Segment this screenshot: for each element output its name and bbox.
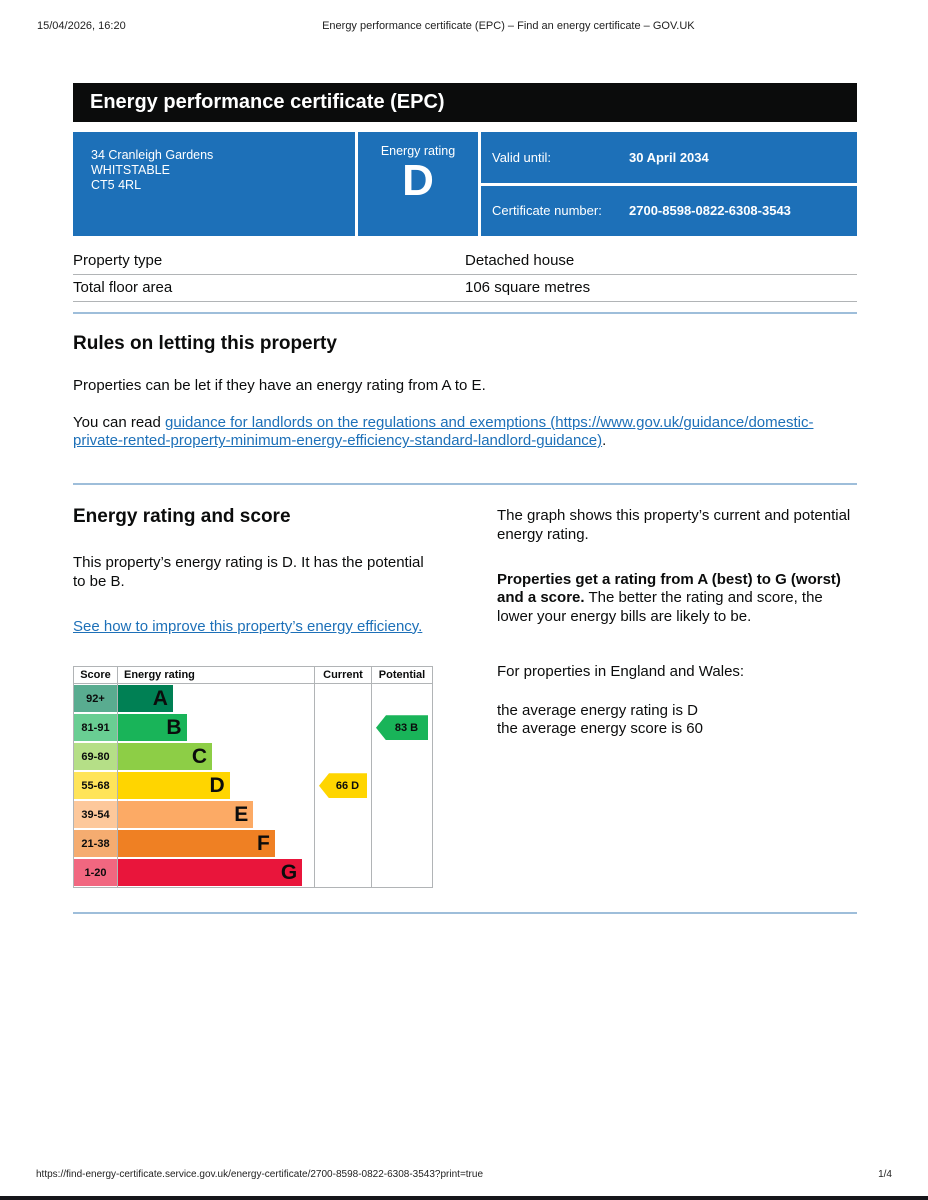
improve-efficiency-link[interactable]: See how to improve this property’s energ…	[73, 617, 423, 635]
band-score-cell: 1-20	[74, 859, 117, 887]
print-footer-url: https://find-energy-certificate.service.…	[36, 1169, 484, 1180]
letting-guidance-prefix: You can read	[73, 413, 166, 431]
epc-banner: Energy performance certificate (EPC)	[73, 83, 857, 122]
table-row-floor-area: Total floor area 106 square metres	[73, 275, 857, 302]
print-header-title: Energy performance certificate (EPC) – F…	[322, 20, 695, 32]
certificate-number-value: 2700-8598-0822-6308-3543	[629, 203, 791, 219]
band-bar: E	[118, 801, 254, 829]
rating-explanation-rest: The better the rating and score, the low…	[497, 589, 823, 626]
band-score-cell: 21-38	[74, 830, 117, 858]
chart-header-current: Current	[314, 667, 371, 684]
valid-until-row: Valid until: 30 April 2034	[481, 132, 857, 183]
band-score-cell: 92+	[74, 685, 117, 713]
potential-rating-column: 83 B	[371, 684, 432, 888]
letting-guidance-suffix: .	[602, 432, 607, 450]
epc-band-f: 21-38 F	[74, 829, 314, 859]
letting-rules-paragraph: Properties can be let if they have an en…	[73, 376, 486, 394]
rating-bands: 92+ A 81-91 B 69-80 C 55-68	[74, 684, 314, 888]
address-line-3: CT5 4RL	[91, 178, 142, 192]
section-divider	[73, 912, 857, 915]
band-bar: A	[118, 685, 173, 713]
epc-banner-title: Energy performance certificate (EPC)	[90, 91, 445, 113]
certificate-number-label: Certificate number:	[492, 203, 602, 219]
print-footer-page-number: 1/4	[878, 1169, 892, 1180]
window-bottom-edge	[0, 1196, 928, 1200]
energy-rating-letter: D	[402, 156, 434, 205]
average-score-line: the average energy score is 60	[497, 720, 703, 738]
landlord-guidance-link[interactable]: guidance for landlords on the regulation…	[73, 413, 814, 450]
rating-explanation: Properties get a rating from A (best) to…	[497, 571, 857, 627]
rating-summary-paragraph: This property’s energy rating is D. It h…	[73, 554, 424, 590]
floor-area-label: Total floor area	[73, 279, 173, 296]
letting-rules-heading: Rules on letting this property	[73, 333, 337, 354]
average-rating-line: the average energy rating is D	[497, 701, 698, 719]
band-bar: C	[118, 743, 213, 771]
print-header: 15/04/2026, 16:20 Energy performance cer…	[37, 20, 891, 32]
rating-left-column: Energy rating and score This property’s …	[73, 501, 433, 889]
address-line-1: 34 Cranleigh Gardens	[91, 148, 214, 162]
valid-until-label: Valid until:	[492, 149, 552, 165]
energy-rating-section: Energy rating and score This property’s …	[73, 501, 857, 889]
current-rating-marker: 66 D	[319, 773, 367, 799]
current-rating-column: 66 D	[314, 684, 371, 888]
property-address: 34 Cranleigh Gardens WHITSTABLE CT5 4RL	[73, 132, 355, 236]
certificate-number-row: Certificate number: 2700-8598-0822-6308-…	[481, 185, 857, 236]
epc-band-a: 92+ A	[74, 684, 314, 714]
rating-section-heading: Energy rating and score	[73, 506, 291, 528]
property-type-label: Property type	[73, 252, 163, 269]
band-score-cell: 81-91	[74, 714, 117, 742]
band-bar: B	[118, 714, 187, 742]
band-score-cell: 69-80	[74, 743, 117, 771]
table-row-property-type: Property type Detached house	[73, 248, 857, 275]
certificate-summary-box: 34 Cranleigh Gardens WHITSTABLE CT5 4RL …	[73, 132, 857, 236]
rating-explanation-bold: Properties get a rating from A (best) to…	[497, 570, 841, 607]
epc-band-e: 39-54 E	[74, 800, 314, 830]
chart-header-energy-rating: Energy rating	[117, 667, 314, 684]
band-score-cell: 55-68	[74, 772, 117, 800]
energy-rating-badge: Energy rating D	[358, 132, 478, 236]
band-bar: D	[118, 772, 230, 800]
section-divider	[73, 483, 857, 486]
chart-body: 92+ A 81-91 B 69-80 C 55-68	[74, 684, 432, 888]
graph-description: The graph shows this property’s current …	[497, 507, 851, 543]
energy-rating-label: Energy rating	[380, 144, 456, 158]
averages-paragraph: the average energy rating is D the avera…	[497, 702, 857, 740]
valid-until-value: 30 April 2034	[629, 149, 709, 165]
epc-band-g: 1-20 G	[74, 858, 314, 888]
floor-area-value: 106 square metres	[465, 279, 591, 296]
england-wales-note: For properties in England and Wales:	[497, 662, 745, 680]
epc-band-d: 55-68 D	[74, 771, 314, 801]
band-score-cell: 39-54	[74, 801, 117, 829]
epc-rating-chart: Score Energy rating Current Potential 92…	[73, 666, 433, 889]
property-type-value: Detached house	[465, 252, 575, 269]
band-bar: G	[118, 859, 303, 887]
certificate-page: Energy performance certificate (EPC) 34 …	[73, 83, 857, 915]
potential-rating-marker: 83 B	[376, 715, 428, 741]
band-bar: F	[118, 830, 275, 858]
print-header-datetime: 15/04/2026, 16:20	[37, 20, 126, 32]
chart-header-potential: Potential	[371, 667, 432, 684]
rating-right-column: The graph shows this property’s current …	[497, 501, 857, 888]
certificate-meta: Valid until: 30 April 2034 Certificate n…	[481, 132, 857, 236]
section-divider	[73, 312, 857, 314]
epc-band-b: 81-91 B	[74, 713, 314, 743]
chart-header: Score Energy rating Current Potential	[74, 667, 432, 685]
epc-band-c: 69-80 C	[74, 742, 314, 772]
print-footer: https://find-energy-certificate.service.…	[36, 1169, 892, 1180]
letting-guidance-paragraph: You can read guidance for landlords on t…	[73, 414, 857, 452]
address-line-2: WHITSTABLE	[91, 163, 170, 177]
chart-header-score: Score	[80, 669, 111, 682]
property-details-table: Property type Detached house Total floor…	[73, 248, 857, 302]
